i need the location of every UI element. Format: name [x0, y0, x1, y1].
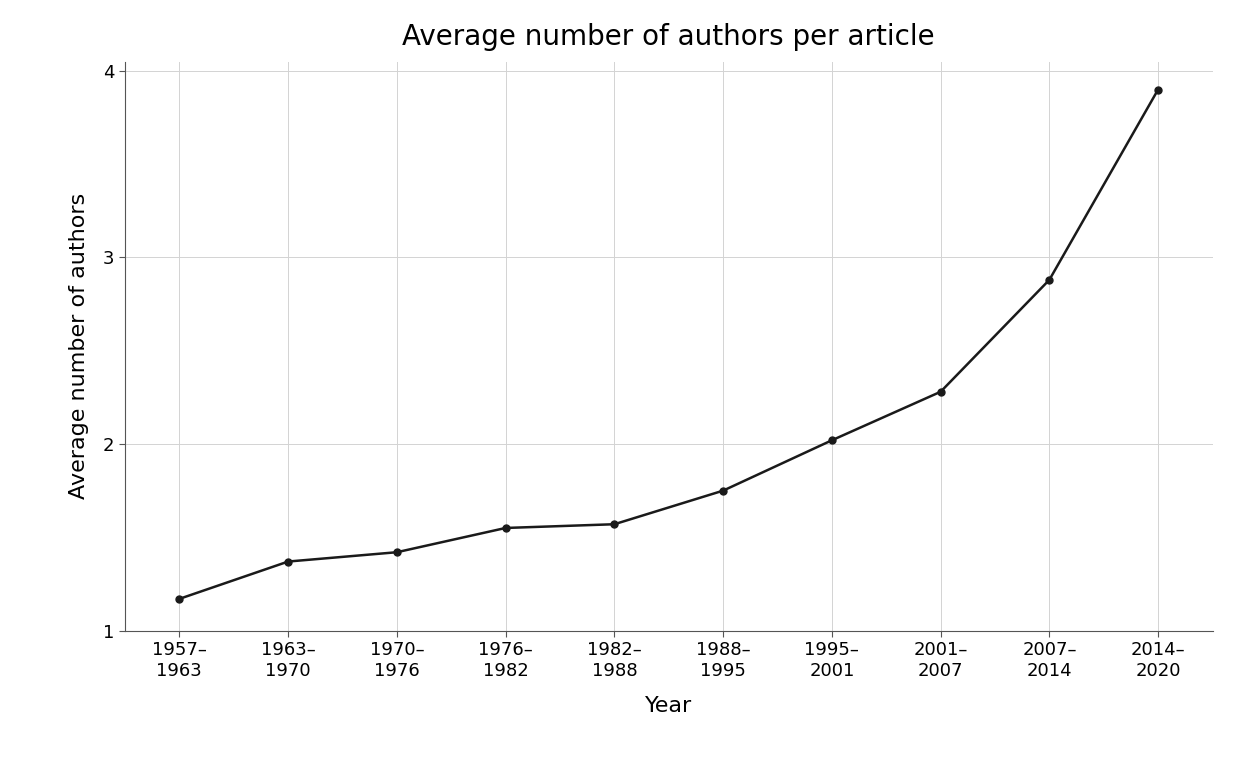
- X-axis label: Year: Year: [645, 697, 692, 717]
- Title: Average number of authors per article: Average number of authors per article: [402, 23, 935, 51]
- Y-axis label: Average number of authors: Average number of authors: [69, 193, 89, 499]
